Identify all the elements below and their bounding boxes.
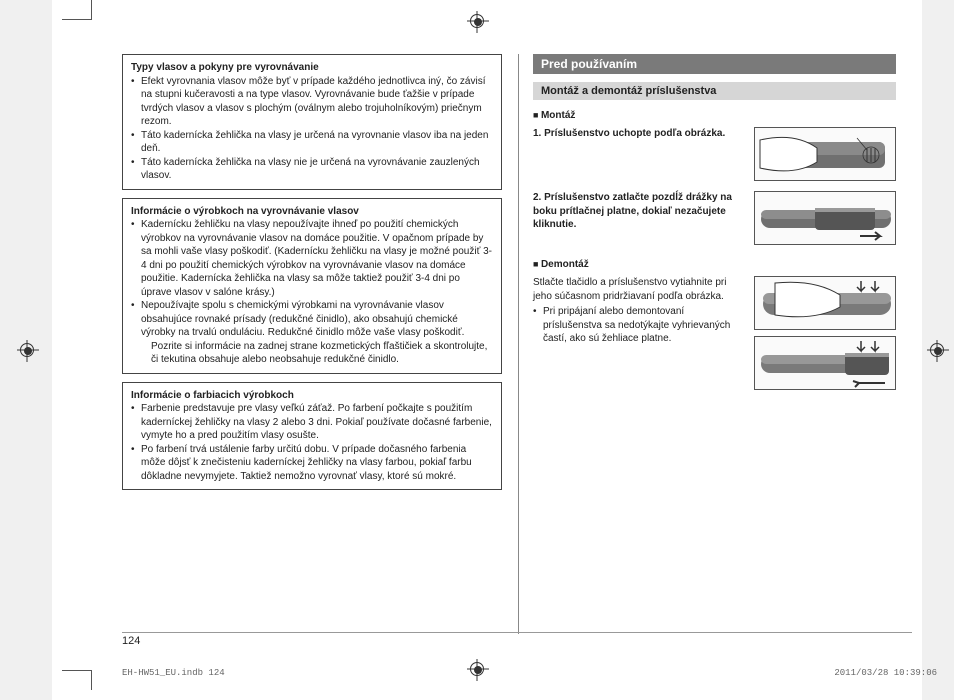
page-number: 124 <box>122 635 140 647</box>
list-item-text: Nepoužívajte spolu s chemickými výrobkam… <box>141 300 464 338</box>
file-name: EH-HW51_EU.indb 124 <box>122 668 225 678</box>
info-box-dye-products: Informácie o farbiacich výrobkoch Farben… <box>122 382 502 491</box>
registration-mark-icon <box>470 14 484 28</box>
subsection-header: Montáž a demontáž príslušenstva <box>533 82 896 100</box>
list-item: Efekt vyrovnania vlasov môže byť v prípa… <box>131 75 493 129</box>
section-header: Pred používaním <box>533 54 896 74</box>
bullet-list: Efekt vyrovnania vlasov môže byť v prípa… <box>131 75 493 183</box>
right-column: Pred používaním Montáž a demontáž príslu… <box>518 54 896 634</box>
illustration-press <box>754 276 896 330</box>
step-row: 1. Príslušenstvo uchopte podľa obrázka. <box>533 127 896 181</box>
list-item: Nepoužívajte spolu s chemickými výrobkam… <box>131 299 493 367</box>
left-column: Typy vlasov a pokyny pre vyrovnávanie Ef… <box>122 54 502 634</box>
bullet-list: Pri pripájaní alebo demontovaní prísluše… <box>533 305 744 346</box>
step-text: 1. Príslušenstvo uchopte podľa obrázka. <box>533 127 744 141</box>
step-images <box>754 191 896 245</box>
box-title: Informácie o farbiacich výrobkoch <box>131 389 493 403</box>
list-item: Táto kadernícka žehlička na vlasy je urč… <box>131 129 493 156</box>
step-label: Príslušenstvo zatlačte pozdĺž drážky na … <box>533 192 732 230</box>
crop-mark <box>62 670 92 690</box>
step-row: 2. Príslušenstvo zatlačte pozdĺž drážky … <box>533 191 896 245</box>
list-item: Farbenie predstavuje pre vlasy veľkú záť… <box>131 402 493 443</box>
crop-mark <box>62 0 92 20</box>
list-item: Pri pripájaní alebo demontovaní prísluše… <box>533 305 744 346</box>
step-images <box>754 276 896 390</box>
list-item: Táto kadernícka žehlička na vlasy nie je… <box>131 156 493 183</box>
step-label: Príslušenstvo uchopte podľa obrázka. <box>544 128 725 139</box>
box-title: Informácie o výrobkoch na vyrovnávanie v… <box>131 205 493 219</box>
illustration-grip <box>754 127 896 181</box>
step-text: Stlačte tlačidlo a príslušenstvo vytiahn… <box>533 276 744 346</box>
print-date: 2011/03/28 10:39:06 <box>834 668 937 678</box>
illustration-slide <box>754 191 896 245</box>
registration-mark-icon <box>930 343 944 357</box>
mini-heading-mount: Montáž <box>533 110 896 121</box>
box-title: Typy vlasov a pokyny pre vyrovnávanie <box>131 61 493 75</box>
content-columns: Typy vlasov a pokyny pre vyrovnávanie Ef… <box>122 54 912 634</box>
page-spread: Typy vlasov a pokyny pre vyrovnávanie Ef… <box>52 0 922 700</box>
step-row: Stlačte tlačidlo a príslušenstvo vytiahn… <box>533 276 896 390</box>
step-number: 2. <box>533 192 541 203</box>
page-footer: 124 <box>122 632 912 647</box>
step-number: 1. <box>533 128 541 139</box>
step-text: 2. Príslušenstvo zatlačte pozdĺž drážky … <box>533 191 744 232</box>
list-item: Po farbení trvá ustálenie farby určitú d… <box>131 443 493 484</box>
step-images <box>754 127 896 181</box>
registration-mark-icon <box>20 343 34 357</box>
illustration-pull <box>754 336 896 390</box>
registration-mark-icon <box>470 662 484 676</box>
info-box-straightening-products: Informácie o výrobkoch na vyrovnávanie v… <box>122 198 502 374</box>
mini-heading-dismount: Demontáž <box>533 259 896 270</box>
print-footer: EH-HW51_EU.indb 124 2011/03/28 10:39:06 <box>122 668 937 678</box>
list-item: Kadernícku žehličku na vlasy nepoužívajt… <box>131 218 493 299</box>
paragraph: Stlačte tlačidlo a príslušenstvo vytiahn… <box>533 276 744 303</box>
info-box-hair-types: Typy vlasov a pokyny pre vyrovnávanie Ef… <box>122 54 502 190</box>
bullet-list: Farbenie predstavuje pre vlasy veľkú záť… <box>131 402 493 483</box>
bullet-list: Kadernícku žehličku na vlasy nepoužívajt… <box>131 218 493 367</box>
sub-note: Pozrite si informácie na zadnej strane k… <box>141 340 493 367</box>
